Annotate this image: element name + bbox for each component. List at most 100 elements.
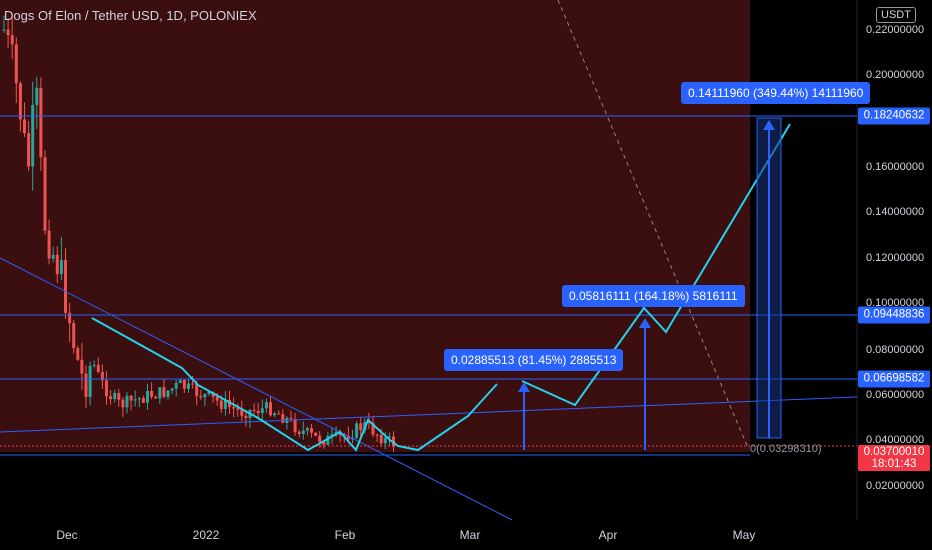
candle-body <box>125 395 129 408</box>
candle-body <box>301 430 305 434</box>
projection-path <box>521 123 791 407</box>
candle-body <box>59 260 63 275</box>
time-tick: May <box>732 528 756 542</box>
candle-body <box>219 400 223 409</box>
candle-body <box>23 119 26 134</box>
price-tick: 0.22000000 <box>866 24 925 36</box>
dashed-trend-line <box>557 0 749 449</box>
candle-body <box>187 383 190 389</box>
base-level-label: 0(0.03298310) <box>750 443 822 455</box>
candle-body <box>244 415 248 419</box>
candlestick-series <box>2 13 395 453</box>
candle-body <box>162 387 166 397</box>
candle-body <box>330 434 334 436</box>
candle-body <box>105 380 108 397</box>
candle-body <box>166 390 170 397</box>
candle-body <box>207 391 211 394</box>
price-tick: 0.14000000 <box>866 206 925 218</box>
candle-body <box>232 407 236 409</box>
candle-body <box>318 435 322 443</box>
candle-body <box>260 408 264 414</box>
candle-body <box>121 399 125 408</box>
price-tick: 0.02000000 <box>866 480 925 492</box>
candle-body <box>269 402 272 416</box>
candle-body <box>2 29 6 31</box>
candle-body <box>133 399 137 401</box>
candle-body <box>334 431 338 435</box>
price-label-level-1: 0.18240632 <box>858 107 930 125</box>
time-tick: Feb <box>334 528 356 542</box>
candle-body <box>215 396 219 401</box>
candle-body <box>387 436 391 438</box>
price-tick: 0.08000000 <box>866 344 925 356</box>
candle-body <box>51 254 55 259</box>
last-price-value: 0.03700010 <box>863 446 925 458</box>
price-tick: 0.20000000 <box>866 69 925 81</box>
candle-body <box>72 323 76 349</box>
target-callout-2: 0.05816111 (164.18%) 5816111 <box>562 285 745 307</box>
candle-body <box>117 393 121 400</box>
candle-body <box>80 359 84 374</box>
descending-trendline <box>0 257 513 521</box>
bar-countdown: 18:01:43 <box>871 458 917 470</box>
candle-body <box>158 387 162 399</box>
target-arrowhead-2 <box>639 318 651 328</box>
candle-body <box>55 254 59 275</box>
candle-body <box>326 435 330 445</box>
candle-body <box>191 383 195 385</box>
target-arrowhead-1 <box>518 382 530 392</box>
time-tick: Mar <box>459 528 481 542</box>
candle-body <box>297 431 301 434</box>
candle-body <box>18 83 22 120</box>
candle-body <box>236 408 240 410</box>
candle-body <box>100 372 104 381</box>
candle-body <box>92 364 96 366</box>
candle-body <box>39 87 43 158</box>
candle-body <box>379 434 383 444</box>
candle-body <box>281 414 285 423</box>
candle-body <box>240 409 244 416</box>
candle-body <box>154 396 158 399</box>
candle-body <box>150 390 154 397</box>
candle-body <box>375 434 379 436</box>
candle-body <box>359 423 363 431</box>
candle-body <box>256 410 260 414</box>
shaded-zone <box>0 0 750 452</box>
target-callout-3: 0.14111960 (349.44%) 14111960 <box>681 82 871 104</box>
time-tick: 2022 <box>192 528 220 542</box>
candle-body <box>178 380 182 383</box>
candle-body <box>293 419 297 432</box>
price-tick: 0.16000000 <box>866 161 925 173</box>
target-arrowhead-3 <box>763 120 775 130</box>
candle-body <box>228 399 231 408</box>
candle-body <box>367 421 371 423</box>
candle-body <box>47 230 51 259</box>
candle-body <box>203 393 207 398</box>
candle-body <box>322 442 326 445</box>
chart-title: Dogs Of Elon / Tether USD, 1D, POLONIEX <box>4 8 257 23</box>
price-label-level-2: 0.09448836 <box>858 306 930 324</box>
candle-body <box>223 399 227 409</box>
candle-body <box>14 44 18 84</box>
candle-body <box>6 29 10 36</box>
candle-body <box>137 398 141 400</box>
candle-body <box>88 365 92 397</box>
candle-body <box>355 423 359 438</box>
candle-body <box>277 413 281 415</box>
candle-body <box>84 373 88 397</box>
candle-body <box>383 437 387 444</box>
candle-body <box>10 35 14 45</box>
candle-body <box>195 383 199 397</box>
candle-body <box>310 428 313 433</box>
candle-body <box>27 133 31 167</box>
price-tick: 0.12000000 <box>866 252 925 264</box>
currency-selector[interactable]: USDT <box>876 7 916 23</box>
candle-body <box>31 105 35 167</box>
candle-body <box>199 396 203 398</box>
time-tick: Dec <box>56 528 78 542</box>
price-tick: 0.10000000 <box>866 297 925 309</box>
candle-body <box>314 432 318 436</box>
candle-body <box>129 395 133 401</box>
candle-body <box>113 393 117 400</box>
candle-body <box>141 398 145 403</box>
